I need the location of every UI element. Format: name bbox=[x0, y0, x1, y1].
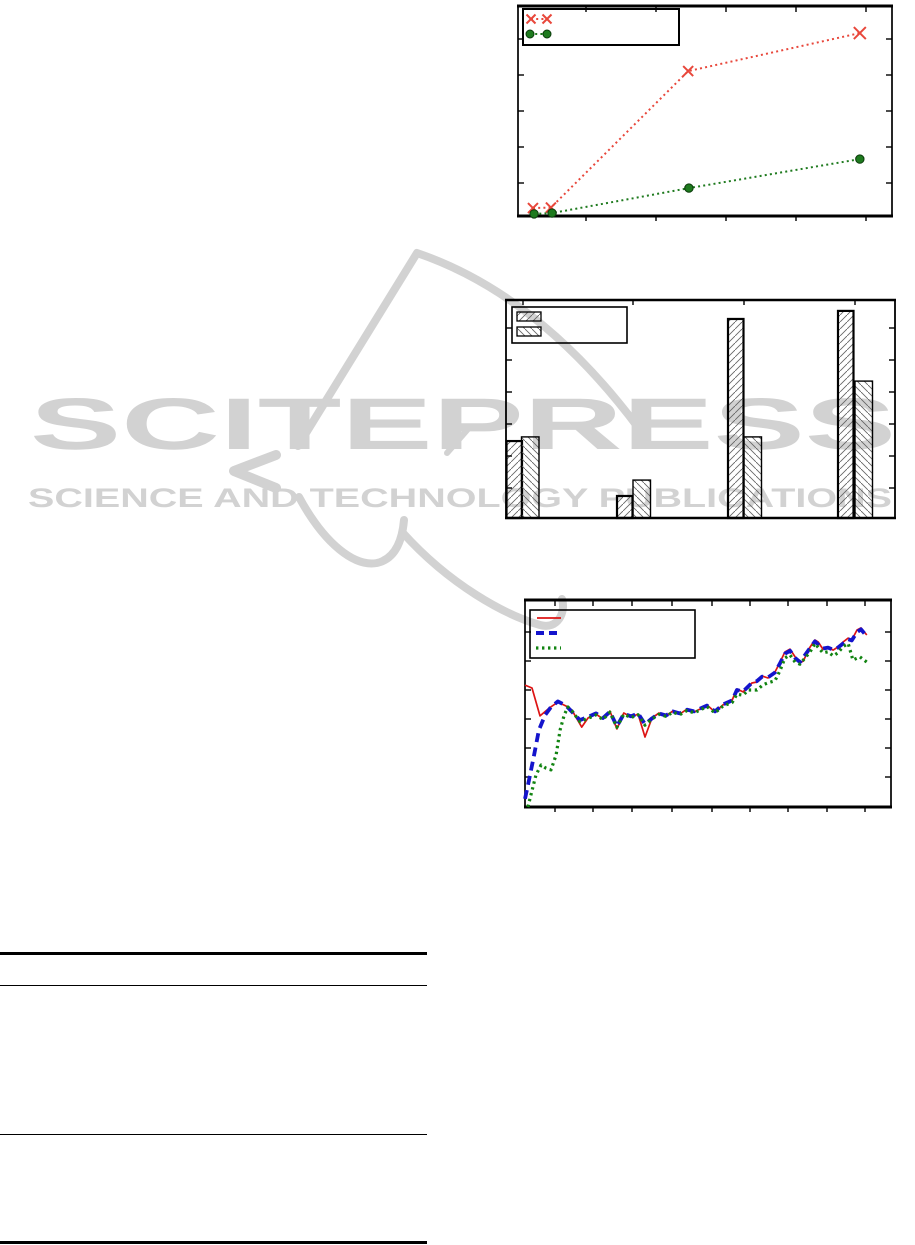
legend-swatch-forward bbox=[516, 311, 542, 322]
x-marker bbox=[527, 202, 539, 214]
circle-marker bbox=[529, 209, 539, 219]
bar-series1 bbox=[505, 439, 524, 520]
series-green-dotted bbox=[534, 158, 860, 215]
bar-series1 bbox=[615, 494, 634, 520]
table-rule-thick bbox=[0, 952, 427, 955]
circle-marker bbox=[855, 154, 865, 164]
watermark-ribbon-curl-path bbox=[295, 493, 408, 568]
table-rule-thick bbox=[0, 1241, 427, 1244]
series-red-dotted bbox=[532, 32, 861, 209]
figure-line-chart-bottom bbox=[523, 598, 892, 812]
bar-series2 bbox=[743, 436, 763, 519]
circle-marker bbox=[684, 183, 694, 193]
table-rule-thin bbox=[0, 985, 427, 987]
x-marker bbox=[545, 201, 557, 214]
watermark-ribbon-tail-path bbox=[399, 529, 567, 630]
circle-marker bbox=[547, 208, 557, 218]
figure-bar-chart-middle bbox=[505, 298, 896, 520]
legend-box bbox=[511, 306, 628, 344]
watermark-slash-path bbox=[444, 426, 471, 456]
bar-series2 bbox=[854, 380, 874, 519]
legend-swatch-back bbox=[516, 326, 542, 337]
figure-line-chart-top bbox=[517, 4, 893, 221]
bar-series1 bbox=[726, 317, 745, 520]
bar-series2 bbox=[632, 479, 652, 519]
x-marker bbox=[525, 13, 537, 25]
legend-box bbox=[529, 609, 696, 659]
watermark-chevron-path bbox=[229, 450, 281, 493]
legend-circle-marker bbox=[542, 29, 552, 39]
legend-circle-marker bbox=[525, 29, 535, 39]
legend-box bbox=[522, 8, 680, 46]
x-marker bbox=[541, 13, 553, 25]
x-marker bbox=[853, 26, 867, 40]
table-rule-thin bbox=[0, 1134, 427, 1136]
series-blue-dashed bbox=[523, 627, 869, 800]
x-marker bbox=[682, 65, 694, 77]
series-green-dotted bbox=[526, 641, 868, 808]
bar-series1 bbox=[836, 309, 855, 520]
bar-series2 bbox=[520, 436, 540, 519]
